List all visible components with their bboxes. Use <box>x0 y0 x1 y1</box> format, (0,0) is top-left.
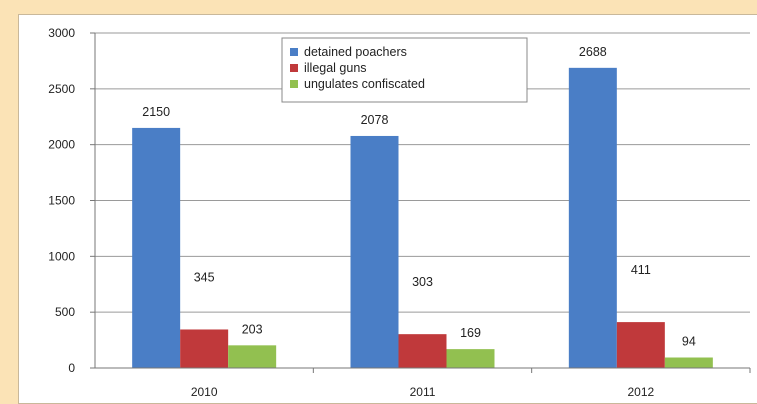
data-label: 2150 <box>142 105 170 119</box>
y-tick-label: 2000 <box>48 138 75 152</box>
legend-label: ungulates confiscated <box>304 77 425 91</box>
legend-swatch <box>290 64 298 72</box>
data-label: 411 <box>631 263 651 277</box>
y-tick-label: 0 <box>68 361 75 375</box>
bar <box>180 329 229 368</box>
y-tick-label: 1000 <box>48 249 75 263</box>
data-label: 203 <box>242 322 263 336</box>
bar <box>446 349 495 368</box>
y-tick-label: 500 <box>55 305 75 319</box>
bar <box>132 127 181 369</box>
legend-label: illegal guns <box>304 61 367 75</box>
legend-swatch <box>290 80 298 88</box>
data-label: 345 <box>194 270 215 284</box>
legend-swatch <box>290 48 298 56</box>
bar <box>568 67 617 368</box>
bar <box>228 345 277 368</box>
y-tick-label: 3000 <box>48 26 75 40</box>
data-label: 169 <box>460 326 481 340</box>
y-tick-label: 1500 <box>48 194 75 208</box>
data-label: 303 <box>412 275 433 289</box>
legend-box <box>281 37 528 103</box>
data-label: 2078 <box>361 113 389 127</box>
data-label: 2688 <box>579 45 607 59</box>
bar <box>664 357 713 368</box>
x-tick-label: 2012 <box>627 385 654 396</box>
bar <box>398 334 447 368</box>
legend-label: detained poachers <box>304 45 407 59</box>
x-tick-label: 2010 <box>191 385 218 396</box>
bar <box>616 322 665 368</box>
x-tick-label: 2011 <box>410 385 436 396</box>
y-tick-label: 2500 <box>48 82 75 96</box>
data-label: 94 <box>682 335 696 349</box>
bar <box>350 135 399 368</box>
